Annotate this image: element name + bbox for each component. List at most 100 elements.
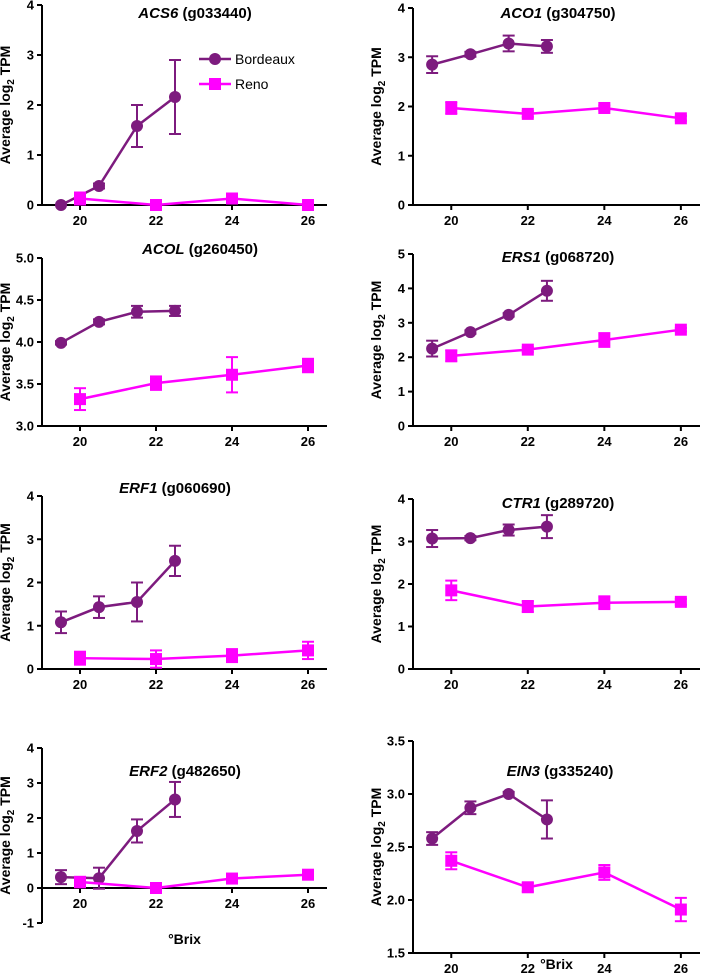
- legend-marker: [209, 78, 221, 90]
- x-tick-label: 26: [674, 677, 688, 692]
- data-point: [93, 180, 105, 192]
- y-tick-label: 3: [27, 776, 34, 791]
- gene-id: (g335240): [540, 763, 613, 780]
- y-tick-label: 3: [27, 532, 34, 547]
- data-point: [150, 377, 162, 390]
- panel-title: ERS1 (g068720): [502, 249, 615, 266]
- data-point: [131, 120, 143, 132]
- data-point: [502, 788, 515, 800]
- data-point: [226, 192, 238, 205]
- y-axis-label: Average log2 TPM: [368, 47, 388, 166]
- x-tick-label: 20: [444, 961, 458, 973]
- y-label-part: Average log: [368, 320, 384, 400]
- y-axis-label: Average log2 TPM: [0, 523, 17, 642]
- y-label-part: Average log: [0, 815, 13, 895]
- x-tick-label: 24: [597, 213, 612, 228]
- series-reno: [445, 579, 687, 614]
- gene-id: (g033440): [178, 5, 251, 22]
- legend: Bordeaux Reno: [199, 51, 295, 92]
- data-point: [226, 872, 238, 885]
- gene-name: ACS6: [137, 5, 179, 22]
- data-point: [150, 653, 162, 666]
- data-point: [74, 876, 86, 889]
- gene-name: ERF2: [129, 763, 168, 780]
- y-label-sub: 2: [6, 316, 17, 322]
- x-tick-label: 22: [521, 961, 535, 973]
- series-bordeaux: [55, 304, 181, 349]
- data-point: [169, 91, 181, 103]
- y-axis-label: Average log2 TPM: [0, 46, 17, 165]
- y-tick-label: 0: [398, 198, 405, 213]
- panel-title: EIN3 (g335240): [507, 763, 614, 780]
- x-tick-label: 26: [301, 677, 315, 692]
- x-tick-label: 20: [73, 434, 87, 449]
- y-axis-label: Average log2 TPM: [0, 776, 17, 895]
- panel-title: ERF2 (g482650): [129, 763, 241, 780]
- series-reno: [74, 356, 314, 412]
- data-point: [302, 199, 314, 211]
- x-tick-label: 22: [521, 213, 535, 228]
- y-tick-label: 2: [398, 99, 405, 114]
- data-point: [93, 601, 105, 614]
- panel-erf1: ERF1 (g060690) 0 1 2 3 4 20 22 24 26 Average log2 …: [0, 480, 327, 692]
- y-tick-label: 2: [398, 577, 405, 592]
- series-bordeaux: [55, 780, 181, 890]
- data-point: [426, 342, 439, 355]
- panel-ctr1: CTR1 (g289720) 0 1 2 3 4 20 22 24 26 Average log2 …: [368, 492, 700, 692]
- x-tick-label: 24: [225, 434, 240, 449]
- data-point: [55, 336, 67, 349]
- y-label-part: TPM: [368, 47, 384, 80]
- panel-title: ACS6 (g033440): [137, 5, 251, 22]
- data-point: [521, 107, 534, 120]
- gene-id: (g068720): [541, 249, 614, 266]
- y-tick-label: 2: [27, 98, 34, 113]
- x-tick-label: 22: [521, 677, 535, 692]
- y-tick-label: 2: [27, 811, 34, 826]
- y-tick-label: 1: [27, 618, 34, 633]
- legend-marker: [209, 53, 221, 65]
- x-tick-label: 20: [444, 677, 458, 692]
- data-point: [93, 872, 105, 885]
- panel-title: ACO1 (g304750): [499, 5, 615, 22]
- y-label-part: TPM: [368, 788, 384, 821]
- legend-label: Bordeaux: [235, 51, 295, 67]
- data-point: [445, 101, 458, 114]
- x-tick-label: 20: [73, 213, 87, 228]
- series-line: [79, 873, 309, 890]
- gene-name: ACO1: [499, 5, 542, 22]
- y-tick-label: 4: [398, 281, 406, 296]
- x-tick-label: 20: [444, 213, 458, 228]
- y-tick-label: 3: [398, 534, 405, 549]
- data-point: [598, 101, 611, 114]
- x-tick-label: 20: [444, 434, 458, 449]
- y-tick-label: 1: [398, 384, 405, 399]
- x-tick-label: 26: [301, 434, 315, 449]
- legend-label: Reno: [235, 76, 269, 92]
- y-label-part: TPM: [368, 281, 384, 314]
- data-point: [502, 37, 515, 50]
- y-label-sub: 2: [6, 556, 17, 562]
- data-point: [226, 649, 238, 662]
- data-point: [445, 584, 458, 597]
- data-point: [540, 284, 553, 297]
- y-axis-label: Average log2 TPM: [368, 788, 388, 907]
- y-tick-label: -1: [22, 916, 34, 931]
- data-point: [598, 334, 611, 346]
- data-point: [521, 881, 534, 894]
- y-tick-label: 1: [27, 846, 34, 861]
- data-point: [445, 854, 458, 867]
- y-tick-label: 2.5: [387, 840, 405, 855]
- panel-ein3: EIN3 (g335240) 1.5 2.0 2.5 3.0 3.5 20 22 24 26 Ave…: [368, 734, 700, 973]
- data-point: [464, 48, 477, 61]
- data-point: [598, 596, 611, 609]
- panel-title: CTR1 (g289720): [502, 495, 615, 512]
- y-label-part: TPM: [0, 523, 13, 556]
- data-point: [150, 882, 162, 894]
- y-tick-label: 0: [27, 662, 34, 677]
- series-line: [431, 792, 548, 840]
- series-bordeaux: [55, 544, 181, 635]
- series-bordeaux: [426, 34, 553, 75]
- data-point: [540, 40, 553, 53]
